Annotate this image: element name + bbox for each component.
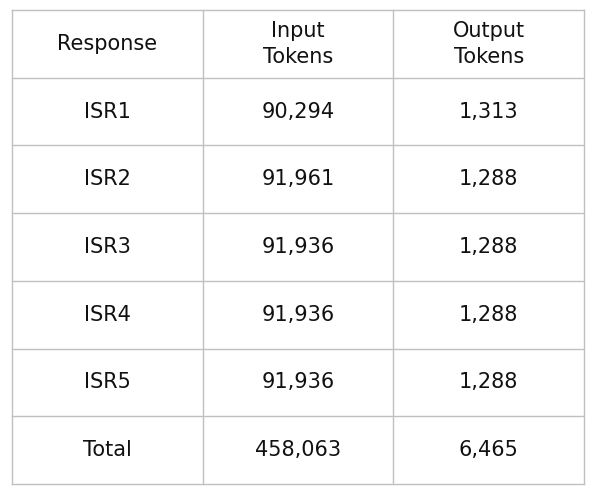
Text: 91,936: 91,936 bbox=[262, 372, 334, 393]
Text: ISR2: ISR2 bbox=[84, 169, 131, 189]
Text: Input
Tokens: Input Tokens bbox=[263, 21, 333, 67]
Text: 90,294: 90,294 bbox=[262, 101, 334, 122]
Text: 1,288: 1,288 bbox=[459, 372, 519, 393]
Text: 91,961: 91,961 bbox=[262, 169, 334, 189]
Text: 1,313: 1,313 bbox=[459, 101, 519, 122]
Text: Response: Response bbox=[57, 34, 157, 54]
Text: 1,288: 1,288 bbox=[459, 169, 519, 189]
Text: 6,465: 6,465 bbox=[459, 440, 519, 460]
Text: ISR1: ISR1 bbox=[84, 101, 131, 122]
Text: 1,288: 1,288 bbox=[459, 305, 519, 325]
Text: 91,936: 91,936 bbox=[262, 305, 334, 325]
Text: Total: Total bbox=[83, 440, 132, 460]
Text: 1,288: 1,288 bbox=[459, 237, 519, 257]
Text: ISR4: ISR4 bbox=[84, 305, 131, 325]
Text: Output
Tokens: Output Tokens bbox=[452, 21, 525, 67]
Text: 91,936: 91,936 bbox=[262, 237, 334, 257]
Text: ISR5: ISR5 bbox=[84, 372, 131, 393]
Text: 458,063: 458,063 bbox=[255, 440, 341, 460]
Text: ISR3: ISR3 bbox=[84, 237, 131, 257]
